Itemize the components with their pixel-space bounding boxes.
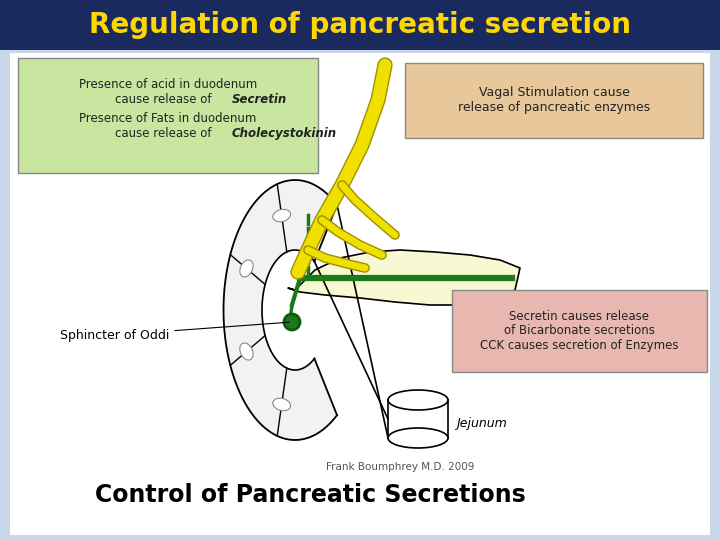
Text: cause release of: cause release of <box>115 127 215 140</box>
Text: Jejunum: Jejunum <box>456 417 507 430</box>
Text: cause release of: cause release of <box>115 93 215 106</box>
Bar <box>0 0 720 50</box>
Ellipse shape <box>388 428 448 448</box>
Polygon shape <box>288 250 520 305</box>
Text: Regulation of pancreatic secretion: Regulation of pancreatic secretion <box>89 11 631 39</box>
Bar <box>10 53 710 535</box>
Ellipse shape <box>240 343 253 360</box>
FancyBboxPatch shape <box>452 290 707 372</box>
Text: Frank Boumphrey M.D. 2009: Frank Boumphrey M.D. 2009 <box>326 462 474 472</box>
Ellipse shape <box>273 210 290 222</box>
Text: Secretin: Secretin <box>232 93 287 106</box>
Text: Presence of Fats in duodenum: Presence of Fats in duodenum <box>79 112 257 125</box>
Polygon shape <box>223 180 337 440</box>
FancyBboxPatch shape <box>18 58 318 173</box>
Text: Cholecystokinin: Cholecystokinin <box>232 127 337 140</box>
Text: Sphincter of Oddi: Sphincter of Oddi <box>60 322 289 341</box>
Ellipse shape <box>388 390 448 410</box>
FancyBboxPatch shape <box>405 63 703 138</box>
Text: Secretin causes release
of Bicarbonate secretions
CCK causes secretion of Enzyme: Secretin causes release of Bicarbonate s… <box>480 309 678 353</box>
Ellipse shape <box>240 260 253 277</box>
Text: Control of Pancreatic Secretions: Control of Pancreatic Secretions <box>94 483 526 507</box>
Text: Presence of acid in duodenum: Presence of acid in duodenum <box>79 78 257 91</box>
Circle shape <box>284 314 300 330</box>
Ellipse shape <box>273 398 290 410</box>
Text: Vagal Stimulation cause
release of pancreatic enzymes: Vagal Stimulation cause release of pancr… <box>458 86 650 114</box>
